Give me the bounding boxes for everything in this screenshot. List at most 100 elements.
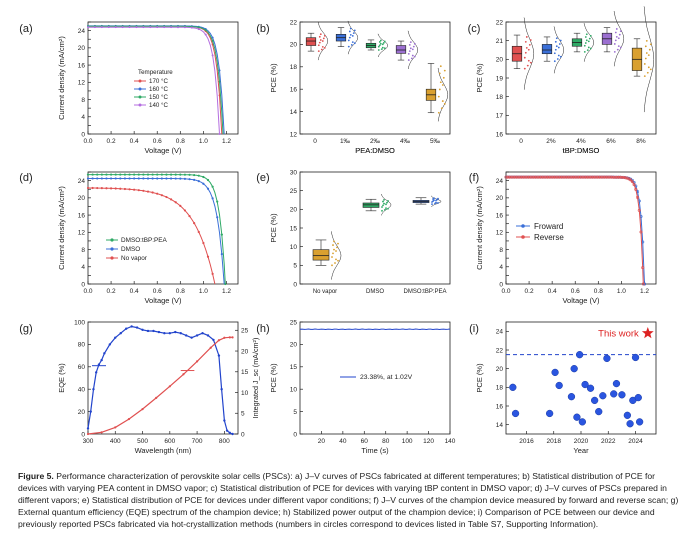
xtick-label-g: 500 (137, 438, 148, 445)
jitter-point-c (559, 55, 562, 58)
jitter-point-c (644, 45, 647, 48)
scatter-point-i-7 (573, 413, 581, 421)
eqe-point (157, 330, 161, 334)
jitter-point-e (382, 200, 384, 203)
plot-frame-d (87, 171, 239, 285)
xlabel-h: Time (s) (361, 446, 389, 455)
series-point-f-1 (516, 175, 520, 179)
jsc-point (209, 346, 212, 349)
jitter-point-c (649, 68, 652, 71)
series-point-f-1 (547, 175, 551, 179)
jitter-point-b (351, 35, 354, 37)
jitter-point-b (319, 39, 322, 41)
jitter-point-b (318, 41, 321, 44)
ytick-label-b: 18 (290, 64, 298, 71)
series-point-a-3 (121, 26, 124, 29)
series-point-f-1 (603, 175, 607, 179)
series-point-f-1 (554, 175, 558, 179)
series-line-g-jsc (87, 336, 233, 435)
series-point-d-0 (96, 173, 99, 176)
scatter-point-i-1 (511, 409, 520, 418)
jitter-point-e (434, 202, 436, 205)
series-point-d-2 (133, 188, 136, 191)
scatter-point-i-16 (610, 390, 618, 398)
panel-label-e: (e) (256, 172, 269, 184)
series-point-d-2 (96, 186, 99, 190)
xtick-label-f: 0.2 (525, 288, 534, 295)
series-point-d-1 (100, 177, 103, 180)
ylabel-b: PCE (%) (269, 63, 278, 93)
jitter-point-b (410, 57, 413, 60)
xlabel-b: PEA:DMSO (355, 146, 395, 155)
series-point-d-2 (86, 186, 90, 190)
ytick-label-h: 5 (293, 409, 297, 416)
jitter-point-c (613, 50, 616, 53)
series-point-f-1 (591, 175, 595, 179)
series-point-d-0 (160, 173, 163, 176)
xtick-label-i: 2016 (519, 438, 534, 445)
ytick-label-f: 0 (499, 281, 503, 288)
jitter-point-b (437, 95, 440, 98)
series-point-d-1 (160, 177, 163, 180)
series-point-f-1 (528, 175, 532, 179)
series-point-f-1 (514, 175, 518, 179)
ytick-label-d: 0 (81, 281, 85, 288)
jsc-point (86, 432, 90, 436)
series-point-f-1 (509, 175, 513, 179)
jitter-point-c (529, 61, 532, 64)
xlabel-f: Voltage (V) (562, 296, 600, 305)
legend-marker-f-0 (521, 224, 525, 228)
ytick-label-e: 25 (290, 188, 298, 195)
series-point-a-3 (190, 26, 193, 29)
xtick-label-f: 0.4 (548, 288, 557, 295)
jitter-point-c (554, 48, 557, 51)
series-point-f-1 (546, 175, 550, 179)
series-point-d-0 (86, 173, 90, 176)
eqe-point (103, 352, 106, 355)
series-point-f-1 (584, 175, 588, 179)
series-point-d-1 (156, 177, 159, 180)
legend-label-f-1: Reverse (534, 233, 564, 242)
xtick-label-c: 0 (519, 138, 523, 145)
ytick-label-h: 10 (290, 387, 298, 394)
jitter-point-c (558, 43, 561, 45)
ytick-label-h: 0 (293, 431, 297, 438)
series-point-f-1 (596, 175, 600, 179)
series-line-d-0 (88, 174, 226, 285)
series-point-d-2 (119, 187, 122, 190)
xtick-label-f: 1.2 (640, 288, 649, 295)
series-point-a-3 (93, 26, 96, 29)
ytick-label-a: 12 (78, 80, 86, 87)
series-point-d-1 (202, 182, 205, 185)
series-point-a-3 (87, 26, 89, 29)
xlabel-c: tBP:DMSO (563, 146, 600, 155)
xtick-label-f: 0.6 (571, 288, 580, 295)
xtick-label-h: 40 (339, 438, 347, 445)
jitter-point-b (413, 42, 416, 45)
xtick-label-i: 2018 (546, 438, 561, 445)
jitter-point-c (525, 47, 528, 49)
series-point-f-1 (540, 175, 544, 179)
eqe-point (124, 327, 128, 330)
eqe-point (152, 329, 155, 333)
scatter-point-i-23 (634, 393, 642, 402)
xtick-label-d: 1.0 (199, 288, 208, 295)
jitter-point-c (618, 33, 621, 36)
y2tick-label-g: 5 (241, 411, 245, 418)
series-line-f-1 (506, 176, 644, 285)
series-point-d-0 (220, 233, 223, 236)
series-point-d-2 (160, 194, 163, 197)
series-point-d-2 (123, 187, 127, 191)
ytick-label-d: 20 (78, 195, 86, 202)
jitter-point-e (383, 198, 385, 201)
series-point-f-1 (539, 175, 543, 179)
xlabel-d: Voltage (V) (144, 296, 182, 305)
jitter-point-c (619, 46, 622, 49)
series-point-d-1 (220, 252, 223, 256)
eqe-point (114, 336, 117, 339)
series-point-d-0 (169, 173, 173, 176)
xtick-label-g: 700 (192, 438, 203, 445)
series-point-f-1 (506, 175, 510, 179)
series-point-f-1 (520, 175, 524, 179)
eqe-point (163, 332, 166, 335)
